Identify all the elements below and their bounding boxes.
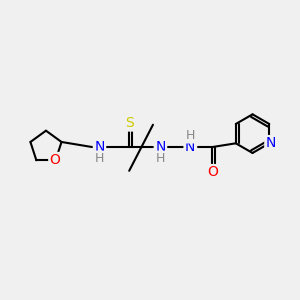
Text: N: N (185, 140, 195, 154)
Text: O: O (50, 153, 60, 167)
Text: N: N (155, 140, 166, 154)
Text: H: H (95, 152, 104, 165)
Text: H: H (156, 152, 165, 165)
Text: H: H (185, 129, 195, 142)
Text: S: S (125, 116, 134, 130)
Text: N: N (94, 140, 105, 154)
Text: O: O (207, 165, 218, 179)
Text: N: N (266, 136, 276, 150)
